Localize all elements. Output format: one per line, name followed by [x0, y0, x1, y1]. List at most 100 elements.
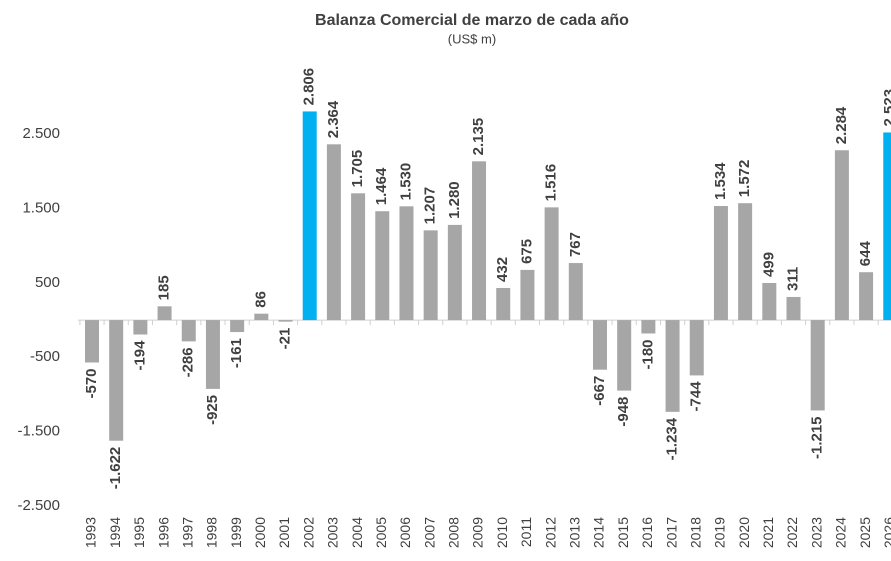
data-label: 1.207 — [422, 187, 439, 225]
data-label: -667 — [591, 376, 608, 406]
y-tick-label: 500 — [35, 274, 60, 291]
bar — [665, 320, 680, 412]
chart-subtitle: (US$ m) — [448, 31, 496, 46]
bar — [472, 161, 487, 321]
x-tick-label: 2023 — [808, 517, 824, 548]
bar — [617, 320, 632, 391]
bar — [859, 272, 874, 321]
data-label: 1.534 — [712, 162, 729, 200]
x-tick-label: 1999 — [228, 517, 244, 548]
x-tick-label: 2002 — [300, 517, 316, 548]
data-label: -286 — [180, 347, 197, 377]
data-label: 2.364 — [325, 100, 342, 138]
x-tick-label: 1998 — [204, 517, 220, 548]
data-label: 499 — [760, 252, 777, 277]
data-label: 311 — [784, 267, 801, 291]
x-tick-label: 2004 — [349, 517, 365, 548]
data-label: 1.280 — [446, 181, 463, 219]
data-label: 2.806 — [301, 68, 318, 106]
bar — [689, 320, 704, 376]
data-label: -21 — [276, 328, 293, 350]
bar — [423, 230, 438, 321]
bar — [205, 320, 220, 389]
bar — [85, 320, 99, 363]
data-label: -948 — [615, 397, 632, 427]
x-tick-label: 2012 — [542, 517, 558, 548]
x-tick-label: 1993 — [83, 517, 99, 548]
data-label: 185 — [156, 275, 173, 300]
bar — [181, 320, 196, 342]
x-tick-label: 2009 — [470, 517, 486, 548]
x-tick-label: 1994 — [107, 517, 123, 548]
bar — [713, 206, 728, 321]
bar — [133, 320, 148, 335]
x-tick-label: 1995 — [131, 517, 147, 548]
data-label: 1.516 — [543, 164, 560, 202]
bar — [157, 306, 172, 321]
x-tick-label: 2006 — [397, 517, 413, 548]
x-tick-label: 2019 — [712, 517, 728, 548]
x-tick-label: 2017 — [663, 517, 679, 548]
bar — [592, 320, 607, 370]
data-label: 1.464 — [373, 167, 390, 205]
bar — [810, 320, 825, 411]
data-label: -925 — [204, 395, 221, 425]
x-tick-label: 2015 — [615, 517, 631, 548]
x-tick-label: 2021 — [760, 517, 776, 548]
data-label: -744 — [688, 381, 705, 412]
bar — [109, 320, 124, 441]
bar — [568, 263, 583, 321]
y-tick-label: -500 — [30, 348, 60, 365]
bar — [351, 193, 366, 321]
x-tick-label: 2018 — [687, 517, 703, 548]
data-label: -194 — [131, 340, 148, 371]
data-label: -180 — [639, 339, 656, 369]
x-tick-label: 2016 — [639, 517, 655, 548]
x-tick-label: 2013 — [567, 517, 583, 548]
bar — [447, 224, 462, 321]
x-tick-label: 2022 — [784, 517, 800, 548]
data-label: 675 — [518, 239, 535, 264]
bar — [520, 269, 535, 321]
data-label: 1.705 — [349, 150, 366, 188]
bar — [883, 132, 891, 321]
bar — [834, 150, 849, 321]
bar — [326, 144, 341, 321]
bar — [230, 320, 245, 333]
x-tick-label: 2024 — [833, 517, 849, 548]
x-tick-label: 1997 — [179, 517, 195, 548]
bar — [496, 287, 511, 321]
data-label: -161 — [228, 338, 245, 368]
y-tick-label: 2.500 — [22, 125, 60, 142]
y-tick-label: -2.500 — [17, 497, 60, 514]
chart-title: Balanza Comercial de marzo de cada año — [315, 12, 629, 29]
bar — [762, 282, 777, 321]
x-tick-label: 2007 — [421, 517, 437, 548]
data-label: 2.523 — [881, 89, 891, 127]
data-label: 644 — [857, 241, 874, 267]
data-label: 2.284 — [833, 106, 850, 144]
bar — [786, 296, 801, 321]
bar — [641, 320, 656, 334]
x-tick-label: 2014 — [591, 517, 607, 548]
data-label: 2.135 — [470, 118, 487, 156]
x-tick-label: 2011 — [518, 517, 534, 547]
data-label: -570 — [83, 368, 100, 398]
x-tick-label: 2000 — [252, 517, 268, 548]
x-tick-label: 2003 — [325, 517, 341, 548]
bar — [254, 313, 269, 321]
bar — [302, 111, 317, 321]
bar — [375, 211, 390, 321]
data-label: 432 — [494, 257, 511, 282]
x-tick-label: 2010 — [494, 517, 510, 548]
bar — [738, 203, 753, 321]
data-label: 1.572 — [736, 160, 753, 198]
data-label: -1.215 — [809, 416, 826, 459]
x-tick-label: 2020 — [736, 517, 752, 548]
data-label: -1.622 — [107, 447, 124, 490]
x-tick-label: 1996 — [155, 517, 171, 548]
x-tick-label: 2008 — [446, 517, 462, 548]
y-tick-label: -1.500 — [17, 423, 60, 440]
data-label: 86 — [252, 291, 269, 308]
